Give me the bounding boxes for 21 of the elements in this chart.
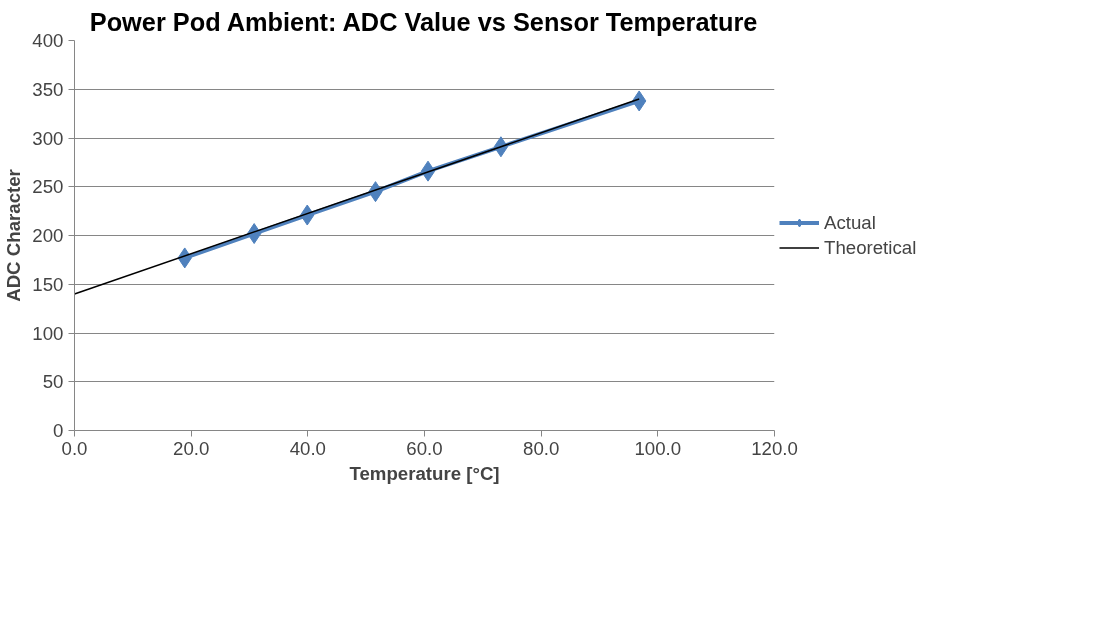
y-tick-label: 350 (32, 78, 64, 100)
x-tick-label: 40.0 (289, 437, 326, 459)
y-tick-label: 200 (32, 225, 64, 246)
legend-label: Theoretical (824, 236, 917, 259)
x-tick-label: 120.0 (751, 437, 798, 459)
legend-label: Actual (824, 211, 876, 234)
y-tick-label: 300 (32, 127, 64, 149)
y-tick-label: 100 (32, 322, 64, 344)
y-tick-label: 50 (42, 371, 64, 393)
x-tick-label: 80.0 (523, 437, 560, 459)
chart-title: Power Pod Ambient: ADC Value vs Sensor Temperature (89, 7, 758, 36)
x-tick-label: 0.0 (61, 437, 88, 459)
y-tick-label: 250 (32, 176, 64, 198)
x-tick-label: 20.0 (173, 437, 210, 459)
x-axis-title: Temperature [°C] (349, 462, 500, 484)
x-tick-label: 60.0 (406, 437, 443, 459)
y-tick-label: 150 (32, 273, 64, 295)
y-tick-label: 400 (32, 30, 64, 51)
y-axis-title: ADC Character (3, 169, 25, 302)
y-tick-label: 0 (53, 420, 64, 441)
x-tick-label: 100.0 (634, 437, 682, 459)
